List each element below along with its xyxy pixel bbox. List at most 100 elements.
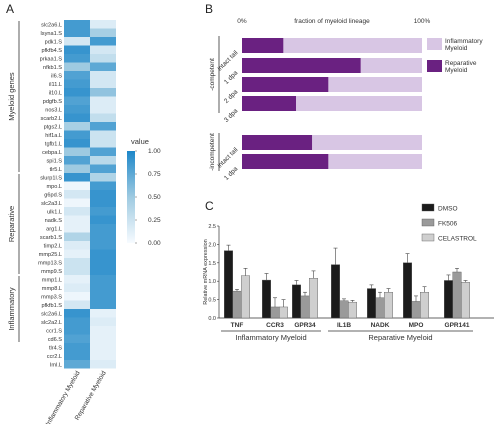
heatmap-row-label: slc2a6.L bbox=[41, 23, 62, 29]
colorbar-tick-label: 1.00 bbox=[148, 148, 161, 155]
heatmap-row-label: ulk1.L bbox=[47, 210, 62, 216]
bar-inflammatory bbox=[328, 154, 422, 169]
heatmap-cell bbox=[90, 37, 116, 46]
bar-reparative bbox=[242, 58, 361, 73]
heatmap-cell bbox=[64, 215, 90, 224]
heatmap-cell bbox=[64, 181, 90, 190]
heatmap-cell bbox=[90, 275, 116, 284]
heatmap-cell bbox=[90, 45, 116, 54]
category-label: TNF bbox=[231, 322, 244, 329]
heatmap-cell bbox=[64, 326, 90, 335]
legend-swatch bbox=[421, 218, 435, 227]
heatmap-cell bbox=[64, 351, 90, 360]
heatmap-cell bbox=[90, 164, 116, 173]
heatmap-cell bbox=[90, 317, 116, 326]
grouped-bar-panel: 0.0 0.5 1.0 1.5 2.0 2.5 Relative mRNA expressi… bbox=[203, 203, 494, 342]
heatmap-cell bbox=[90, 71, 116, 80]
heatmap-cell bbox=[64, 147, 90, 156]
category-group-label: Reparative Myeloid bbox=[368, 333, 432, 342]
stacked-bar-panel: 0% 100% fraction of myeloid lineage intact … bbox=[209, 18, 483, 182]
colorbar-title: value bbox=[131, 137, 149, 146]
bar-celastrol bbox=[420, 292, 429, 319]
category-label: NADK bbox=[371, 322, 390, 329]
heatmap-row-label: mmp8.L bbox=[42, 286, 62, 292]
heatmap-row-label: ccr2.L bbox=[47, 354, 62, 360]
bar-celastrol bbox=[241, 275, 250, 319]
bar-row-label: intact tail bbox=[216, 49, 239, 72]
heatmap-cell bbox=[64, 156, 90, 165]
heatmap-row-label: tlr5.L bbox=[50, 167, 62, 173]
colorbar-tick-label: 0.00 bbox=[148, 240, 161, 247]
heatmap-row-label: ccr1.S bbox=[46, 329, 62, 335]
category-label: MPO bbox=[409, 322, 424, 329]
legend-swatch bbox=[427, 38, 442, 50]
heatmap-cell bbox=[90, 283, 116, 292]
heatmap-row-label: il10.L bbox=[49, 91, 62, 97]
heatmap-cell bbox=[90, 215, 116, 224]
heatmap-cell bbox=[90, 334, 116, 343]
heatmap-cell bbox=[90, 224, 116, 233]
colorbar-tick-label: 0.50 bbox=[148, 194, 161, 201]
heatmap-cell bbox=[64, 28, 90, 37]
heatmap-row-label: prkaa1.S bbox=[40, 57, 63, 63]
heatmap-row-label: lsyna1.S bbox=[41, 31, 63, 37]
heatmap-row-label: slc2a3.L bbox=[41, 201, 62, 207]
heatmap-row-label: mmp1.L bbox=[42, 278, 62, 284]
heatmap-cell bbox=[90, 351, 116, 360]
heatmap-colorbar: value 1.00 0.75 0.50 0.25 0.00 bbox=[127, 137, 161, 247]
heatmap-cell bbox=[64, 88, 90, 97]
heatmap-row-label: scarb1.S bbox=[40, 235, 62, 241]
legend-label-line1: Inflammatory bbox=[445, 38, 483, 45]
heatmap-row-label: Iml.L bbox=[50, 363, 62, 369]
bar-row-label: 1 dpa bbox=[223, 69, 240, 86]
heatmap-cell bbox=[64, 334, 90, 343]
heatmap-cell bbox=[90, 300, 116, 309]
legend-label: CELASTROL bbox=[438, 236, 477, 243]
y-tick-label: 2.0 bbox=[208, 242, 216, 248]
heatmap-cell bbox=[90, 258, 116, 267]
heatmap-cell bbox=[90, 139, 116, 148]
heatmap-cell bbox=[64, 283, 90, 292]
row-group-label: -competent bbox=[209, 58, 216, 91]
heatmap-cell bbox=[90, 96, 116, 105]
heatmap-row-label: cd6.S bbox=[48, 337, 63, 343]
heatmap-row-label: nadk.S bbox=[45, 218, 63, 224]
heatmap-cell bbox=[64, 71, 90, 80]
heatmap-row-label: mmp3.S bbox=[41, 295, 62, 301]
heatmap-cell bbox=[64, 173, 90, 182]
heatmap-row-label: mmp25.L bbox=[39, 252, 62, 258]
legend-swatch bbox=[421, 203, 435, 212]
bar-row-label: 2 dpa bbox=[223, 88, 240, 105]
bar-celastrol bbox=[348, 301, 357, 319]
heatmap-row-label: hif1a.L bbox=[45, 133, 62, 139]
bar-fk506 bbox=[375, 297, 385, 319]
heatmap-cell bbox=[64, 292, 90, 301]
heatmap-cell bbox=[64, 113, 90, 122]
heatmap-cell bbox=[64, 207, 90, 216]
heatmap-group-label: Myeloid genes bbox=[7, 72, 16, 121]
heatmap-cell bbox=[64, 190, 90, 199]
heatmap-cell bbox=[64, 309, 90, 318]
heatmap-cell bbox=[90, 360, 116, 369]
heatmap-row-label: il11.L bbox=[49, 82, 62, 88]
heatmap-cell bbox=[90, 326, 116, 335]
bar-celastrol bbox=[461, 282, 470, 319]
heatmap-row-label: spi1.S bbox=[46, 159, 62, 165]
row-group-label: -incompetent bbox=[209, 133, 216, 171]
bar-row-label: intact tail bbox=[216, 146, 239, 169]
heatmap-cell bbox=[90, 198, 116, 207]
heatmap-cell bbox=[90, 122, 116, 131]
heatmap-cell bbox=[90, 343, 116, 352]
colorbar-tick-label: 0.75 bbox=[148, 171, 161, 178]
category-group-label: Inflammatory Myeloid bbox=[235, 333, 306, 342]
panel-c-label: C bbox=[205, 199, 214, 213]
heatmap-cell bbox=[90, 20, 116, 29]
heatmap-cell bbox=[64, 54, 90, 63]
heatmap-row-label: slc2a6.L bbox=[41, 312, 62, 318]
heatmap-panel: slc2a6.L lsyna1.S pdk1.S pfkfb4.S prkaa1.S nf… bbox=[7, 20, 116, 424]
bar-dmso bbox=[444, 280, 453, 319]
legend-swatch bbox=[421, 233, 435, 242]
heatmap-row-label: scarb2.L bbox=[41, 116, 62, 122]
legend-swatch bbox=[427, 60, 442, 72]
bar-reparative bbox=[242, 77, 329, 92]
